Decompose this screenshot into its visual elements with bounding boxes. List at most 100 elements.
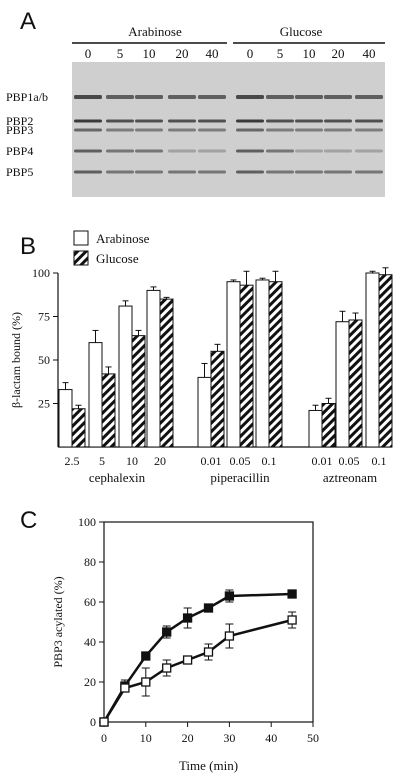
x-tick-label: 0.1 — [262, 454, 277, 468]
gel-band — [106, 170, 134, 174]
bar-glucose — [321, 403, 336, 448]
gel-band — [135, 170, 163, 174]
series-line-open — [102, 618, 293, 723]
x-tick-label: 2.5 — [65, 454, 80, 468]
x-tick-label: 0.1 — [372, 454, 387, 468]
y-tick-label: 60 — [84, 595, 96, 609]
lane-label: 10 — [143, 46, 156, 61]
bar-arabinose — [197, 376, 212, 448]
gel-band — [135, 128, 163, 132]
lane-label: 0 — [247, 46, 254, 61]
gel-band — [198, 95, 226, 99]
x-tick-label: 50 — [307, 731, 319, 745]
x-tick-label: 20 — [182, 731, 194, 745]
x-axis-label: Time (min) — [179, 758, 238, 773]
legend-label-arabinose: Arabinose — [96, 231, 150, 246]
y-tick-label: 75 — [38, 310, 50, 324]
gel-band — [236, 95, 264, 99]
bar-glucose — [239, 284, 254, 448]
x-tick-label: 0.01 — [312, 454, 333, 468]
x-tick-label: 10 — [126, 454, 138, 468]
gel-band — [236, 128, 264, 132]
gel-band — [236, 170, 264, 174]
panel-a-label: A — [20, 8, 37, 35]
y-tick-label: 80 — [84, 555, 96, 569]
gel-band — [135, 119, 163, 123]
data-point-open — [99, 717, 109, 727]
band-label: PBP2 — [6, 114, 33, 128]
gel-band — [74, 128, 102, 132]
gel-band — [168, 95, 196, 99]
gel-band — [106, 149, 134, 153]
plot-frame — [103, 521, 314, 723]
lane-label: 20 — [176, 46, 189, 61]
band-label: PBP1a/b — [6, 90, 48, 104]
y-tick-label: 100 — [78, 515, 96, 529]
gel-band — [295, 95, 323, 99]
gel-band — [106, 95, 134, 99]
gel-band — [74, 149, 102, 153]
gel-band — [198, 119, 226, 123]
gel-band — [295, 149, 323, 153]
gel-band — [135, 95, 163, 99]
bar-arabinose — [255, 279, 270, 448]
y-tick-label: 0 — [90, 715, 96, 729]
lane-label: 5 — [117, 46, 124, 61]
gel-band — [106, 128, 134, 132]
gel-band — [266, 119, 294, 123]
band-label: PBP5 — [6, 165, 33, 179]
legend-swatch-arabinose — [73, 230, 89, 246]
gel-band — [355, 149, 383, 153]
data-point-open — [182, 655, 193, 665]
data-point-filled — [203, 603, 214, 613]
gel-band — [324, 170, 352, 174]
gel-band — [266, 128, 294, 132]
x-tick-label: 10 — [140, 731, 152, 745]
y-axis-label: PBP3 acylated (%) — [51, 576, 65, 667]
bar-glucose — [131, 335, 146, 448]
gel-band — [236, 119, 264, 123]
bar-glucose — [71, 408, 86, 448]
gel-band — [355, 95, 383, 99]
gel-band — [266, 149, 294, 153]
gel-band — [168, 170, 196, 174]
lane-label: 5 — [277, 46, 284, 61]
gel-band — [295, 170, 323, 174]
band-label: PBP4 — [6, 144, 33, 158]
bar-chart: 25 50 75 100 β-lactam bound (%) Arabinose Gluc… — [9, 230, 393, 485]
bar-glucose — [159, 298, 174, 448]
gel-band — [198, 170, 226, 174]
gel-band — [74, 95, 102, 99]
gel-group-label-arabinose: Arabinose — [128, 24, 182, 39]
drug-group-label: aztreonam — [323, 470, 377, 485]
gel-band — [168, 128, 196, 132]
data-point-open — [224, 631, 235, 641]
bar-arabinose — [146, 289, 161, 448]
drug-group-label: cephalexin — [89, 470, 146, 485]
series-line-filled — [102, 592, 293, 723]
bar-arabinose — [118, 305, 133, 448]
data-point-filled — [141, 651, 151, 661]
bar-arabinose — [365, 272, 380, 448]
lane-label: 40 — [363, 46, 376, 61]
gel-band — [295, 119, 323, 123]
gel-band — [198, 128, 226, 132]
y-axis-label: β-lactam bound (%) — [9, 312, 23, 408]
gel-band — [106, 119, 134, 123]
data-point-open — [287, 615, 297, 625]
bar-arabinose — [335, 321, 350, 448]
gel-band — [198, 149, 226, 153]
bar-arabinose — [58, 389, 73, 448]
gel-band — [168, 149, 196, 153]
y-tick-label: 20 — [84, 675, 96, 689]
line-chart: 0 20 40 60 80 100 0 10 20 30 40 50 Time (min) PBP3 ac… — [51, 515, 319, 773]
gel-group-label-glucose: Glucose — [280, 24, 323, 39]
legend-label-glucose: Glucose — [96, 251, 139, 266]
bar-arabinose — [226, 281, 241, 448]
data-point-filled — [162, 627, 172, 637]
gel-band — [324, 128, 352, 132]
bar-glucose — [210, 350, 225, 448]
lane-label: 40 — [206, 46, 219, 61]
gel-band — [324, 95, 352, 99]
x-tick-label: 0.05 — [230, 454, 251, 468]
